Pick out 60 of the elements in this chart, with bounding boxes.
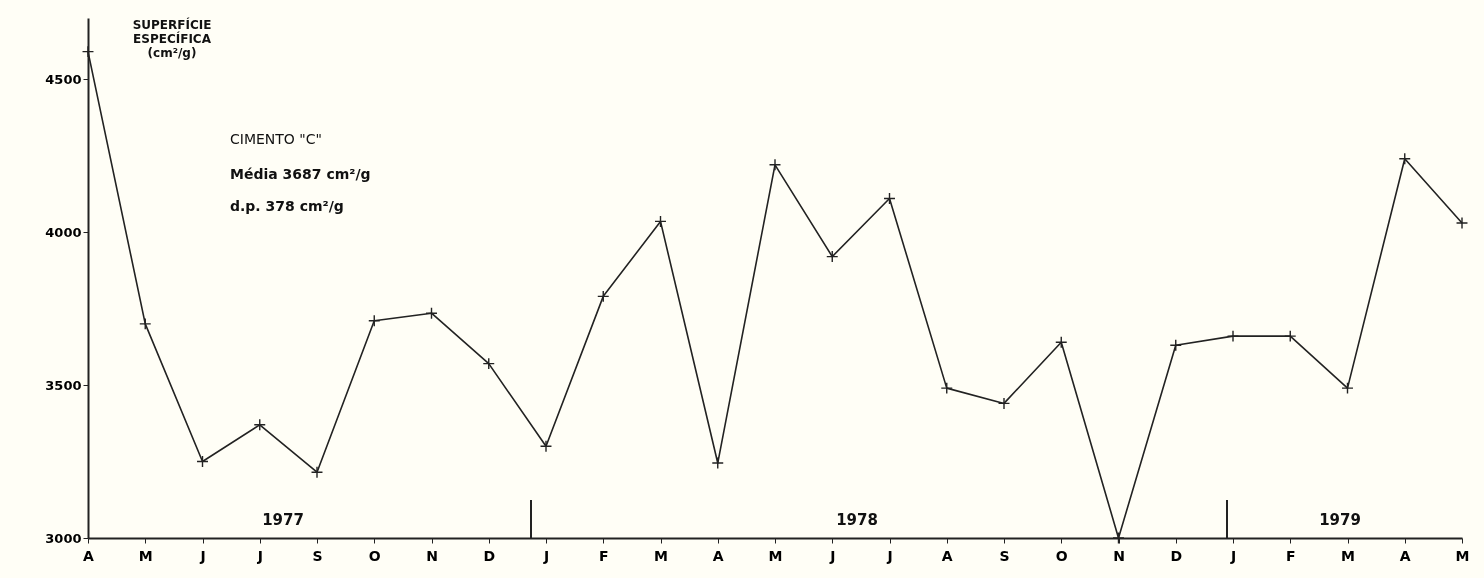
x-tick-label: J [256,547,263,564]
point [368,314,381,327]
x-tick-label: M [768,547,783,564]
x-tick-label: A [712,547,724,564]
annotation: Média 3687 cm²/g [230,166,371,182]
point [1455,216,1469,230]
x-tick-label: N [426,547,438,564]
point [883,192,896,205]
x-tick-label: M [138,547,153,564]
point [1169,339,1182,352]
annotation: 1979 [1319,511,1361,529]
x-tick-label: D [1170,547,1183,564]
y-tick-label: 4000 [45,224,82,240]
point [139,317,152,331]
annotation: CIMENTO "C" [230,131,322,147]
point [539,440,553,453]
point [711,456,724,470]
point [310,466,324,479]
x-tick-label: F [1285,547,1296,564]
point [1398,152,1411,165]
x-tick-label: N [1113,547,1125,564]
x-tick-label: J [1229,547,1237,564]
point [253,418,266,431]
x-tick-label: O [368,547,381,564]
x-tick-label: J [886,547,893,564]
point [1284,329,1297,343]
point [768,158,782,171]
y-tick-label: 4500 [45,71,82,87]
point [81,45,95,58]
point [997,397,1011,410]
point [482,357,495,370]
x-tick-label: M [1341,547,1355,564]
point [654,215,667,228]
annotation: d.p. 378 cm²/g [230,198,344,214]
x-tick-label: S [312,547,323,564]
x-tick-label: J [542,547,550,564]
x-tick-label: S [999,547,1010,564]
x-tick-label: M [654,547,668,564]
point [1055,336,1068,349]
x-tick-label: A [1399,547,1411,564]
x-tick-label: F [598,547,609,564]
x-tick-label: J [829,547,836,564]
x-tick-label: A [941,547,953,564]
x-tick-label: J [199,547,206,564]
annotation: 1978 [836,511,878,529]
point [940,381,953,395]
point [597,290,610,303]
x-tick-label: O [1055,547,1068,564]
y-tick-label: 3000 [45,530,82,546]
point [196,455,209,468]
point [826,250,839,263]
y-axis-title: SUPERFÍCIE ESPECÍFICA (cm²/g) [132,17,212,60]
x-tick-label: M [1455,547,1470,564]
y-tick-label: 3500 [45,377,82,393]
x-tick-label: D [483,547,496,564]
annotation: 1977 [262,511,304,529]
point [1226,329,1240,343]
point [1341,381,1354,395]
x-tick-label: A [83,547,95,564]
point [425,307,438,320]
